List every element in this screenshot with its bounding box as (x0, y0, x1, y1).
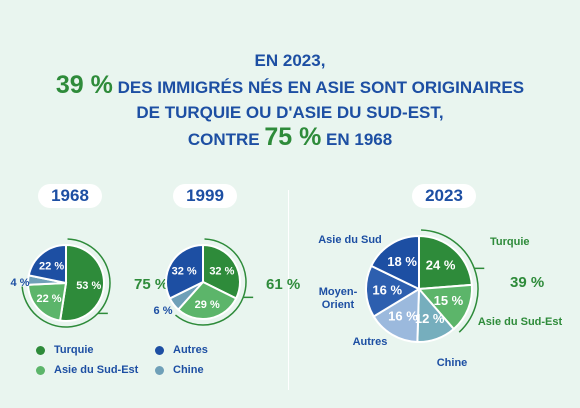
pie-slice-1968-turquie (58, 243, 105, 322)
pie-chart-1999: 32 % 29 % 6 % 32 % 61 % (154, 238, 300, 326)
pie-value-1999-asie-du-sud-est: 29 % (195, 299, 220, 311)
title-line-2-text: DES IMMIGRÉS NÉS EN ASIE SONT ORIGINAIRE… (112, 78, 525, 97)
pie-slice-1968-autres (27, 243, 67, 285)
bracket-total-1999: 61 % (266, 276, 300, 293)
category-label-chine: Chine (437, 357, 468, 369)
title-line-1: EN 2023, (254, 51, 326, 70)
pie-slice-1968-asie-du-sud-est (26, 281, 68, 322)
legend-item-turquie: Turquie (36, 343, 94, 357)
category-label-turquie: Turquie (490, 236, 530, 248)
bracket-total-1968: 75 % (134, 276, 168, 293)
title-highlight-2023: 39 % (55, 71, 113, 99)
pie-chart-2023: 24 %15 %12 %16 %16 %18 %39 %TurquieAsie … (318, 229, 563, 369)
category-label-asie-du-sud-est: Asie du Sud-Est (478, 316, 563, 328)
year-label-1999: 1999 (173, 184, 237, 208)
pie-slice-2023-autres (372, 287, 421, 344)
pie-value-2023-turquie: 24 % (426, 258, 456, 273)
pie-value-1999-chine: 6 % (154, 305, 173, 317)
year-label-2023: 2023 (412, 184, 476, 208)
title-line-4-pre: CONTRE (187, 130, 265, 149)
pie-slice-1999-asie-du-sud-est (176, 280, 238, 320)
pie-slice-1999-autres (165, 243, 204, 300)
chart-divider (288, 190, 289, 390)
bracket-arc-2023 (421, 229, 479, 333)
pie-value-1968-asie-du-sud-est: 22 % (36, 293, 61, 305)
legend-label-asie-sud-est: Asie du Sud-Est (54, 364, 139, 376)
legend-swatch-asie-sud-est (36, 365, 45, 375)
title-line-3: DE TURQUIE OU D'ASIE DU SUD-EST, (136, 103, 444, 122)
pie-value-2023-autres: 16 % (388, 308, 418, 323)
pie-slice-2023-turquie (418, 234, 473, 291)
title-line-2: 39 % DES IMMIGRÉS NÉS EN ASIE SONT ORIGI… (0, 73, 580, 100)
pie-value-2023-asie-du-sud: 18 % (387, 254, 417, 269)
legend-swatch-autres (155, 345, 164, 355)
title-highlight-1968: 75 % (264, 123, 322, 151)
pie-value-1999-turquie: 32 % (209, 265, 234, 277)
bracket-total-2023: 39 % (510, 274, 544, 291)
pie-slice-2023-moyen-orient (365, 264, 422, 318)
legend-label-chine: Chine (173, 364, 204, 376)
pie-chart-1968: 53 % 22 % 4 % 22 % 75 % (11, 238, 168, 328)
legend-swatch-turquie (36, 345, 45, 355)
title-line-4: CONTRE 75 % EN 1968 (0, 125, 580, 152)
legend-item-asie-sud-est: Asie du Sud-Est (36, 363, 138, 377)
category-label-autres: Autres (353, 336, 388, 348)
pie-value-2023-asie-du-sud-est: 15 % (434, 293, 464, 308)
bracket-arc-1968 (21, 238, 111, 328)
pie-slice-1999-turquie (202, 243, 241, 300)
pie-value-1968-chine: 4 % (11, 277, 30, 289)
pie-value-2023-chine: 12 % (415, 311, 445, 326)
pie-value-2023-moyen-orient: 16 % (372, 282, 402, 297)
pie-value-1968-autres: 22 % (39, 260, 64, 272)
legend-swatch-chine (155, 365, 164, 375)
year-label-1968: 1968 (38, 184, 102, 208)
category-label-moyen-orient: Moyen-Orient (319, 286, 358, 311)
title-line-4-post: EN 1968 (321, 130, 393, 149)
legend-label-autres: Autres (173, 344, 208, 356)
legend-item-chine: Chine (155, 363, 204, 377)
pie-slice-2023-asie-du-sud (369, 234, 420, 291)
pie-value-1999-autres: 32 % (172, 265, 197, 277)
legend-label-turquie: Turquie (54, 344, 94, 356)
legend-item-autres: Autres (155, 343, 208, 357)
category-label-asie-du-sud: Asie du Sud (318, 234, 382, 246)
chart-title: EN 2023, 39 % DES IMMIGRÉS NÉS EN ASIE S… (0, 48, 580, 152)
pie-value-1968-turquie: 53 % (76, 280, 101, 292)
